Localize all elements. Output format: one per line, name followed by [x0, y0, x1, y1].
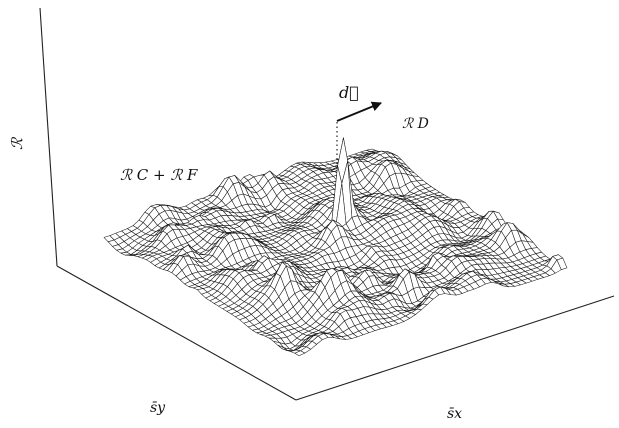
peak-label: ℛ D	[402, 116, 429, 132]
sx-axis-line	[295, 295, 615, 401]
sy-axis-line	[56, 265, 297, 401]
axes-frame	[39, 7, 615, 401]
correlation-mesh-surface	[103, 137, 568, 356]
mesh-cell	[294, 350, 306, 356]
vertical-axis-label: ℛ	[8, 137, 26, 151]
sx-axis-label: s̄x	[447, 406, 462, 422]
sy-axis-label: s̄y	[150, 400, 166, 416]
vertical-axis-line	[39, 7, 58, 267]
vector-label: d⃗	[339, 83, 359, 102]
background-peaks-label: ℛ C + ℛ F	[120, 166, 198, 184]
vector-d-arrow	[336, 101, 382, 122]
